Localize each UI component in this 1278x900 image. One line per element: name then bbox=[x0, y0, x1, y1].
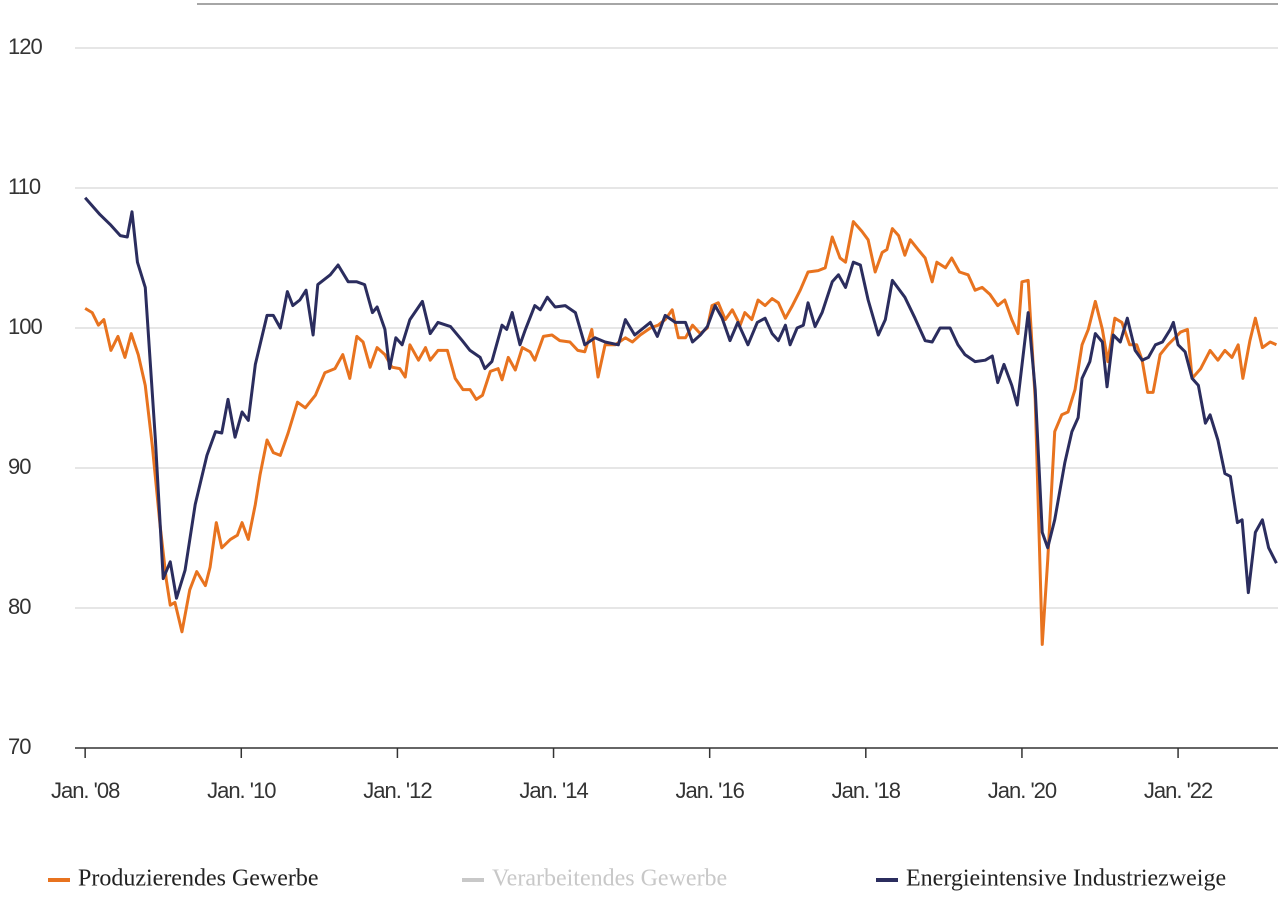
y-tick-label: 120 bbox=[8, 34, 42, 59]
x-tick-label: Jan. '10 bbox=[207, 778, 276, 803]
x-tick-label: Jan. '16 bbox=[675, 778, 744, 803]
y-tick-label: 110 bbox=[8, 174, 41, 199]
x-tick-label: Jan. '18 bbox=[832, 778, 901, 803]
x-tick-label: Jan. '14 bbox=[519, 778, 588, 803]
legend-label[interactable]: Verarbeitendes Gewerbe bbox=[492, 866, 727, 892]
x-tick-label: Jan. '20 bbox=[988, 778, 1057, 803]
grid bbox=[75, 47, 1278, 609]
plot bbox=[84, 196, 1278, 646]
y-tick-label: 80 bbox=[8, 594, 31, 619]
legend-label[interactable]: Produzierendes Gewerbe bbox=[78, 866, 319, 892]
y-tick-label: 90 bbox=[8, 454, 31, 479]
x-tick-label: Jan. '22 bbox=[1144, 778, 1213, 803]
y-tick-label: 70 bbox=[8, 734, 31, 759]
y-tick-label: 100 bbox=[8, 314, 42, 339]
x-tick-label: Jan. '08 bbox=[51, 778, 120, 803]
legend: Produzierendes Gewerbe Verarbeitendes Gew… bbox=[48, 866, 1226, 892]
legend-label[interactable]: Energieintensive Industriezweige bbox=[906, 866, 1226, 892]
series-line bbox=[84, 220, 1278, 646]
x-tick-label: Jan. '12 bbox=[363, 778, 432, 803]
series-line bbox=[84, 196, 1278, 600]
axes: 70 80 90 100 110 120 Jan. '08 Jan. '10 Jan. '12 J… bbox=[8, 34, 1278, 803]
